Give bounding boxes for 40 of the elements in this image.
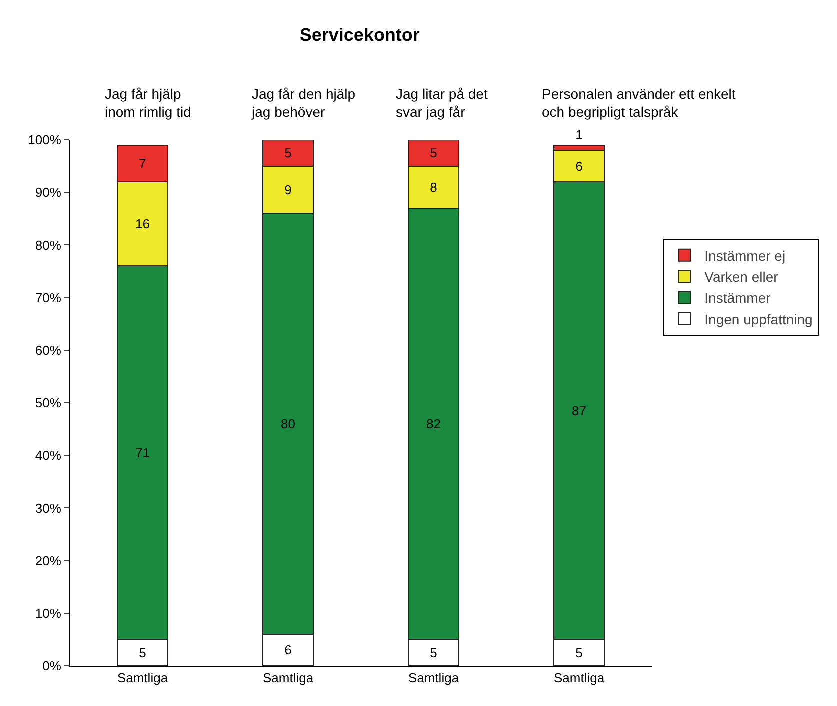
text: Jag får hjälp inom rimlig tid [105, 86, 192, 120]
y-tick-label: 10% [35, 606, 62, 621]
data-label: 8 [430, 180, 438, 195]
chart-title: Servicekontor [300, 24, 420, 45]
y-tick-label: 0% [42, 658, 62, 674]
y-tick-label: 40% [35, 448, 62, 464]
data-label: 5 [284, 146, 292, 161]
x-tick-label: Samtliga [117, 670, 169, 686]
data-label: 16 [136, 216, 150, 232]
y-tick-label: 60% [35, 342, 62, 358]
data-label: 6 [284, 642, 292, 658]
y-tick-label: 30% [35, 500, 62, 516]
data-label: 87 [572, 403, 586, 418]
y-tick-label: 100% [28, 132, 62, 148]
y-tick-label: 50% [35, 396, 62, 411]
data-label: 82 [426, 416, 441, 432]
data-label: 5 [576, 645, 583, 660]
y-tick-label: 90% [35, 185, 62, 200]
text: Jag litar på det svar jag får [396, 86, 488, 120]
data-label: 6 [576, 158, 583, 174]
data-label: 71 [136, 445, 150, 460]
data-label: 9 [284, 182, 292, 198]
y-tick-label: 70% [35, 290, 62, 306]
data-label: 1 [576, 127, 583, 142]
data-label: 5 [430, 645, 438, 660]
x-tick-label: Samtliga [554, 670, 606, 686]
legend-label: Varken eller [704, 269, 779, 286]
legend-label: Instämmer [704, 290, 772, 306]
data-label: 5 [139, 645, 146, 660]
data-label: 5 [430, 146, 438, 161]
x-tick-label: Samtliga [262, 670, 314, 686]
text: Jag får den hjälp jag behöver [251, 86, 356, 120]
legend-label: Instämmer ej [704, 248, 786, 264]
data-label: 80 [281, 416, 296, 432]
legend-label: Ingen uppfattning [704, 311, 813, 328]
text: Personalen använder ett enkelt och begripligt talspråk [542, 86, 736, 120]
y-tick-label: 80% [35, 238, 62, 253]
data-label: 7 [139, 156, 146, 172]
y-tick-label: 20% [35, 553, 62, 568]
x-tick-label: Samtliga [408, 670, 460, 686]
